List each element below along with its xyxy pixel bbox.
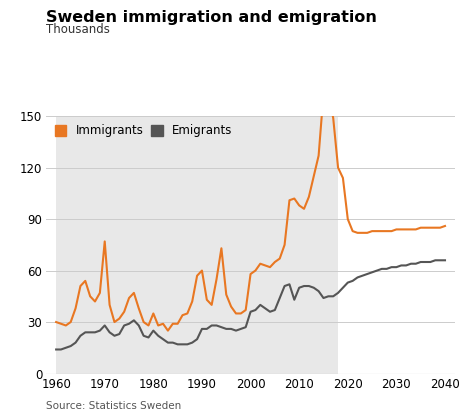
Text: Sweden immigration and emigration: Sweden immigration and emigration [46, 10, 376, 25]
Text: Source: Statistics Sweden: Source: Statistics Sweden [46, 401, 181, 411]
Legend: Immigrants, Emigrants: Immigrants, Emigrants [52, 122, 234, 140]
Text: Thousands: Thousands [46, 23, 110, 36]
Bar [56, 116, 338, 374]
